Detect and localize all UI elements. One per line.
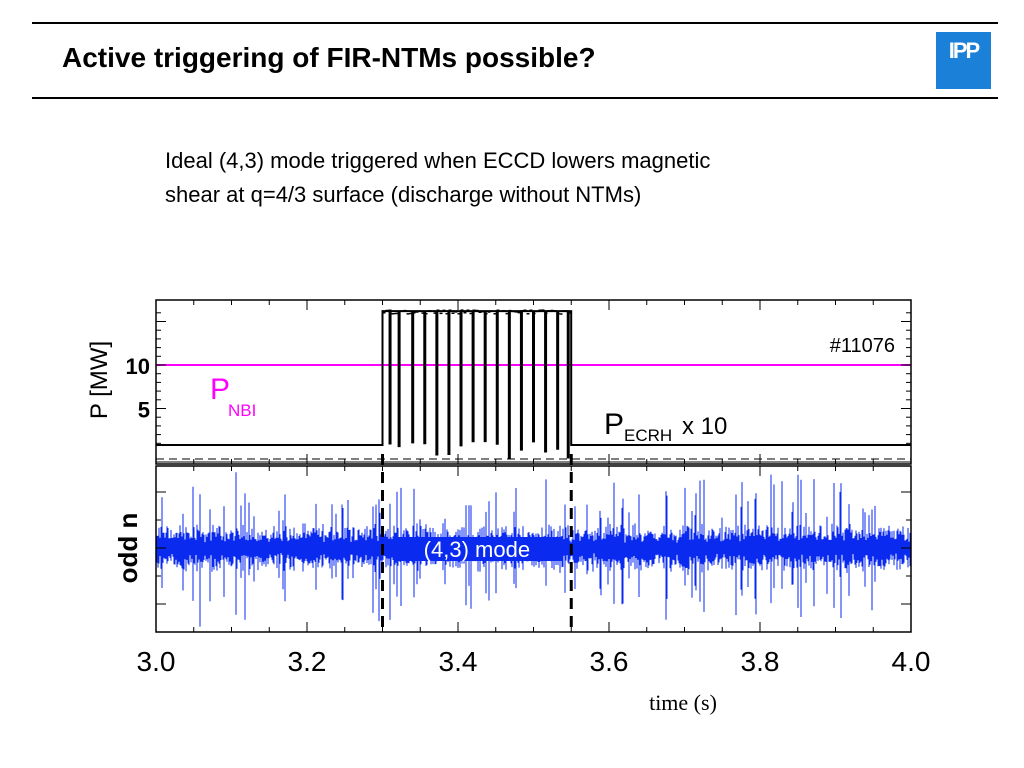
nbi-label-sub: NBI: [228, 401, 256, 420]
y-axis-label-top: P [MW]: [86, 341, 113, 419]
y-axis-label-bottom: odd n: [113, 513, 143, 584]
x-tick-label: 3.8: [741, 646, 780, 677]
nbi-label-main: P: [210, 373, 230, 406]
x-tick-label: 3.2: [288, 646, 327, 677]
ecrh-label-suffix: x 10: [682, 413, 727, 440]
y-tick-label-top: 10: [126, 354, 150, 379]
x-tick-label: 3.0: [137, 646, 176, 677]
slide-title: Active triggering of FIR-NTMs possible?: [62, 42, 596, 73]
shot-number-label: #11076: [830, 335, 895, 357]
mode-annotation-label: (4,3) mode: [424, 537, 530, 562]
y-tick-label-top: 5: [138, 398, 150, 423]
title-rule-top: [32, 22, 998, 24]
ipp-logo: IPP: [936, 32, 991, 89]
x-tick-label: 3.6: [590, 646, 629, 677]
x-tick-label: 3.4: [439, 646, 478, 677]
title-rule-bottom: [32, 97, 998, 99]
description-line-1: Ideal (4,3) mode triggered when ECCD low…: [165, 148, 711, 173]
x-tick-label: 4.0: [892, 646, 931, 677]
description-line-2: shear at q=4/3 surface (discharge withou…: [165, 182, 642, 207]
ecrh-label-sub: ECRH: [624, 426, 672, 445]
x-axis-label: time (s): [649, 690, 717, 715]
mode-annotation-box: [394, 537, 564, 561]
ecrh-label-main: P: [604, 408, 624, 441]
